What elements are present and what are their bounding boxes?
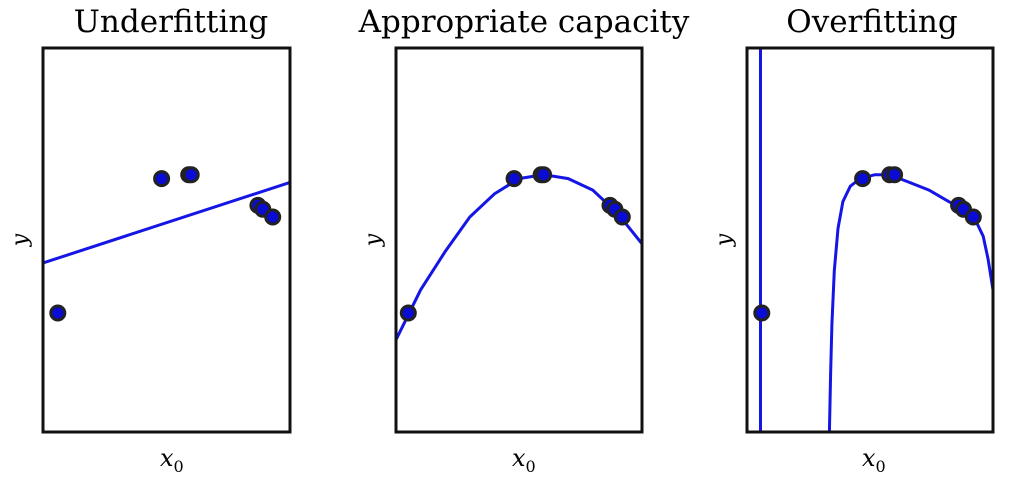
panel-title: Appropriate capacity [358,4,690,40]
plot-frame [745,46,995,434]
y-axis-label: y [361,233,386,247]
x-axis-label: x0 [160,444,184,476]
data-point [399,304,417,322]
plot-frame [41,46,292,434]
panel-title: Underfitting [74,4,268,40]
data-point [886,166,904,184]
data-point [753,304,771,322]
data-point [153,170,171,188]
panel-2: Appropriate capacity y x0 [358,4,690,476]
panel-1: Underfitting y x0 [8,4,292,476]
data-point [182,166,200,184]
plot-frame [394,46,644,434]
x-axis-label: x0 [862,444,886,476]
data-point [505,170,523,188]
panel-3: Overfitting y x0 [712,4,995,476]
x-axis-label: x0 [512,444,536,476]
fit-curve [43,180,290,265]
y-axis-label: y [712,233,737,247]
data-point [854,170,872,188]
data-point [264,208,282,226]
y-axis-label: y [8,233,33,247]
panel-title: Overfitting [786,4,957,40]
data-point [964,208,982,226]
data-point [49,304,67,322]
data-point [535,166,553,184]
data-point [613,208,631,226]
